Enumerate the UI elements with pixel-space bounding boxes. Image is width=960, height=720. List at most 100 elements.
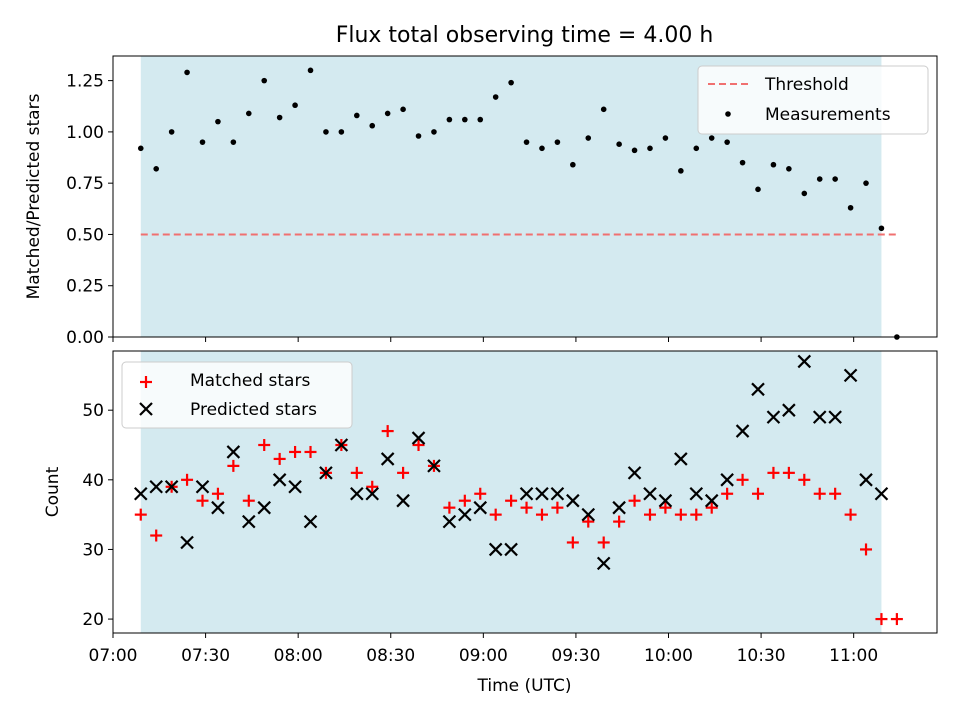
top-y-tick-label: 0.50 xyxy=(66,225,104,245)
matched-star-point xyxy=(659,501,672,514)
matched-star-point xyxy=(613,515,626,528)
matched-star-point xyxy=(366,480,379,493)
matched-star-point xyxy=(582,515,595,528)
matched-star-point xyxy=(705,501,718,514)
matched-star-point xyxy=(597,536,610,549)
top-plot-frame xyxy=(112,55,938,338)
predicted-star-point xyxy=(504,542,518,557)
measurement-point xyxy=(462,116,468,123)
predicted-star-point xyxy=(612,500,626,515)
measurement-point xyxy=(600,106,607,113)
bottom-y-axis-label: Count xyxy=(43,466,63,517)
matched-star-point xyxy=(643,508,656,521)
measurement-point xyxy=(770,161,777,168)
predicted-star-point xyxy=(288,479,302,494)
predicted-star-point xyxy=(766,410,781,424)
measurement-point xyxy=(276,114,283,121)
predicted-star-point xyxy=(658,493,673,508)
predicted-star-point xyxy=(812,410,827,424)
legend-matched-swatch xyxy=(140,376,152,388)
measurement-point xyxy=(539,145,545,152)
matched-star-point xyxy=(181,473,194,486)
predicted-star-point xyxy=(350,486,364,501)
top-y-tick-label: 1.25 xyxy=(66,72,104,92)
matched-star-point xyxy=(242,494,255,507)
predicted-star-point xyxy=(627,466,642,480)
measurement-point xyxy=(338,129,345,135)
matched-star-point xyxy=(798,473,811,486)
measurement-point xyxy=(631,147,638,154)
predicted-star-point xyxy=(843,368,858,383)
x-axis-label: Time (UTC) xyxy=(477,676,572,696)
predicted-star-point xyxy=(674,452,688,466)
measurement-point xyxy=(153,166,160,172)
matched-star-point xyxy=(258,439,271,451)
predicted-star-point xyxy=(566,493,580,508)
predicted-star-point xyxy=(828,410,842,424)
matched-star-point xyxy=(520,501,533,514)
predicted-star-point xyxy=(689,486,704,501)
x-tick-label: 07:00 xyxy=(89,646,138,666)
measurement-point xyxy=(477,116,484,123)
measurement-point xyxy=(400,106,406,113)
matched-star-point xyxy=(196,494,209,507)
matched-star-point xyxy=(443,501,456,514)
predicted-star-point xyxy=(164,479,179,494)
predicted-star-point xyxy=(411,431,426,445)
predicted-star-point xyxy=(643,486,657,501)
measurement-point xyxy=(137,145,144,152)
predicted-star-point xyxy=(535,486,549,501)
matched-star-point xyxy=(767,466,780,479)
measurement-point xyxy=(708,135,715,141)
predicted-star-point xyxy=(303,514,318,529)
predicted-star-point xyxy=(365,486,380,501)
matched-star-point xyxy=(875,613,888,626)
x-tick-label: 09:00 xyxy=(459,646,508,666)
x-tick-label: 10:30 xyxy=(737,646,786,666)
matched-star-point xyxy=(505,494,518,507)
predicted-star-point xyxy=(257,500,271,515)
predicted-star-point xyxy=(242,514,256,529)
top-y-tick-label: 1.00 xyxy=(66,123,104,143)
measurement-point xyxy=(245,110,252,117)
bottom-plot-frame xyxy=(112,350,938,634)
matched-star-point xyxy=(412,439,425,451)
matched-star-point xyxy=(458,494,471,507)
predicted-star-point xyxy=(581,507,596,522)
matched-star-point xyxy=(350,466,363,479)
bottom-y-tick-label: 20 xyxy=(82,610,104,630)
predicted-star-point xyxy=(442,514,457,529)
predicted-star-point xyxy=(519,486,534,501)
predicted-star-point xyxy=(380,452,395,466)
bottom-y-tick-label: 30 xyxy=(82,540,104,560)
measurement-point xyxy=(801,190,808,197)
measurement-point xyxy=(492,94,499,100)
top-y-tick-label: 0.25 xyxy=(66,277,104,297)
measurement-point xyxy=(570,161,576,168)
matched-star-point xyxy=(134,508,147,521)
measurement-point xyxy=(354,112,360,119)
measurement-point xyxy=(585,135,592,141)
predicted-star-point xyxy=(319,466,333,480)
measurement-point xyxy=(739,159,746,166)
top-legend-box xyxy=(697,65,929,135)
predicted-star-point xyxy=(797,354,812,369)
bottom-legend: Matched stars Predicted stars xyxy=(121,361,353,429)
measurement-point xyxy=(508,79,514,86)
predicted-star-point xyxy=(427,459,441,473)
measurement-point xyxy=(523,139,530,145)
predicted-star-point xyxy=(596,556,611,571)
x-tick-label: 07:30 xyxy=(181,646,230,666)
matched-star-point xyxy=(289,445,302,458)
measurement-point xyxy=(230,139,237,145)
matched-star-point xyxy=(474,487,487,500)
predicted-star-point xyxy=(782,403,796,417)
bottom-panel: 20 30 40 50 07:00 07:30 08:00 08:30 09:00 09:30 1… xyxy=(43,350,938,696)
legend-predicted-swatch xyxy=(139,402,153,416)
bottom-legend-box xyxy=(121,361,353,429)
matched-star-point xyxy=(674,508,687,521)
measurement-point xyxy=(261,77,268,84)
measurement-point xyxy=(786,166,792,172)
measurement-point xyxy=(307,67,314,74)
